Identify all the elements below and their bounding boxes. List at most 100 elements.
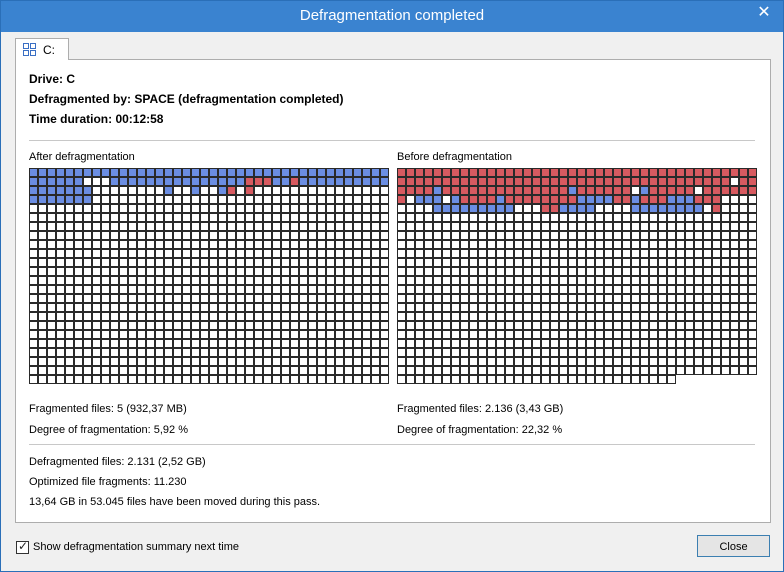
cluster-block (317, 186, 326, 195)
cluster-block (92, 366, 101, 375)
cluster-block (424, 168, 433, 177)
cluster-block (326, 267, 335, 276)
cluster-block (227, 339, 236, 348)
cluster-block (110, 375, 119, 384)
cluster-block (380, 177, 389, 186)
cluster-block (47, 240, 56, 249)
cluster-block (703, 186, 712, 195)
cluster-block (308, 366, 317, 375)
cluster-block (344, 357, 353, 366)
cluster-block (128, 231, 137, 240)
cluster-block (290, 222, 299, 231)
cluster-block (74, 294, 83, 303)
cluster-block (245, 177, 254, 186)
cluster-block (460, 321, 469, 330)
cluster-block (362, 303, 371, 312)
cluster-block (272, 222, 281, 231)
cluster-block (703, 321, 712, 330)
cluster-block (676, 213, 685, 222)
cluster-block (227, 213, 236, 222)
cluster-block (137, 348, 146, 357)
cluster-block (128, 312, 137, 321)
cluster-block (406, 339, 415, 348)
cluster-block (424, 240, 433, 249)
cluster-block (469, 240, 478, 249)
cluster-block (568, 294, 577, 303)
cluster-block (362, 294, 371, 303)
cluster-block (254, 267, 263, 276)
show-summary-checkbox[interactable]: ✓ (16, 539, 29, 554)
cluster-block (137, 267, 146, 276)
cluster-block (424, 276, 433, 285)
show-summary-label[interactable]: Show defragmentation summary next time (33, 541, 240, 553)
cluster-block (164, 249, 173, 258)
cluster-block (577, 240, 586, 249)
cluster-block (254, 204, 263, 213)
cluster-block (164, 366, 173, 375)
cluster-block (649, 375, 658, 384)
cluster-block (622, 186, 631, 195)
cluster-block (191, 366, 200, 375)
cluster-block (703, 222, 712, 231)
cluster-block (406, 330, 415, 339)
cluster-block (245, 321, 254, 330)
cluster-block (568, 195, 577, 204)
cluster-block (559, 330, 568, 339)
cluster-block (119, 321, 128, 330)
cluster-block (65, 258, 74, 267)
cluster-block (92, 204, 101, 213)
cluster-block (532, 213, 541, 222)
cluster-block (128, 222, 137, 231)
cluster-block (200, 231, 209, 240)
cluster-block (164, 285, 173, 294)
cluster-block (541, 222, 550, 231)
cluster-block (514, 249, 523, 258)
cluster-block (532, 258, 541, 267)
cluster-block (128, 366, 137, 375)
cluster-block (730, 339, 739, 348)
cluster-block (254, 240, 263, 249)
cluster-block (92, 348, 101, 357)
cluster-block (38, 321, 47, 330)
cluster-block (514, 312, 523, 321)
cluster-block (496, 330, 505, 339)
tab-drive-c[interactable]: C: (15, 38, 69, 60)
close-button[interactable]: Close (697, 535, 770, 557)
cluster-block (128, 186, 137, 195)
cluster-block (559, 339, 568, 348)
cluster-block (83, 186, 92, 195)
cluster-block (559, 348, 568, 357)
cluster-block (218, 258, 227, 267)
cluster-block (505, 240, 514, 249)
cluster-block (469, 285, 478, 294)
cluster-block (317, 294, 326, 303)
cluster-block (236, 276, 245, 285)
cluster-block (362, 348, 371, 357)
cluster-block (110, 348, 119, 357)
cluster-block (577, 195, 586, 204)
cluster-block (65, 303, 74, 312)
cluster-block (703, 204, 712, 213)
cluster-block (604, 204, 613, 213)
cluster-block (110, 366, 119, 375)
cluster-block (415, 231, 424, 240)
cluster-block (559, 303, 568, 312)
cluster-block (299, 276, 308, 285)
cluster-block (317, 258, 326, 267)
cluster-block (640, 375, 649, 384)
cluster-block (164, 195, 173, 204)
cluster-block (712, 366, 721, 375)
cluster-block (460, 357, 469, 366)
title-bar[interactable]: Defragmentation completed ✕ (1, 1, 783, 32)
cluster-block (38, 303, 47, 312)
cluster-block (415, 276, 424, 285)
cluster-block (110, 285, 119, 294)
cluster-block (613, 186, 622, 195)
close-icon[interactable]: ✕ (757, 4, 771, 21)
cluster-block (38, 294, 47, 303)
cluster-block (272, 339, 281, 348)
cluster-block (667, 303, 676, 312)
cluster-block (676, 285, 685, 294)
cluster-block (56, 231, 65, 240)
cluster-block (514, 330, 523, 339)
